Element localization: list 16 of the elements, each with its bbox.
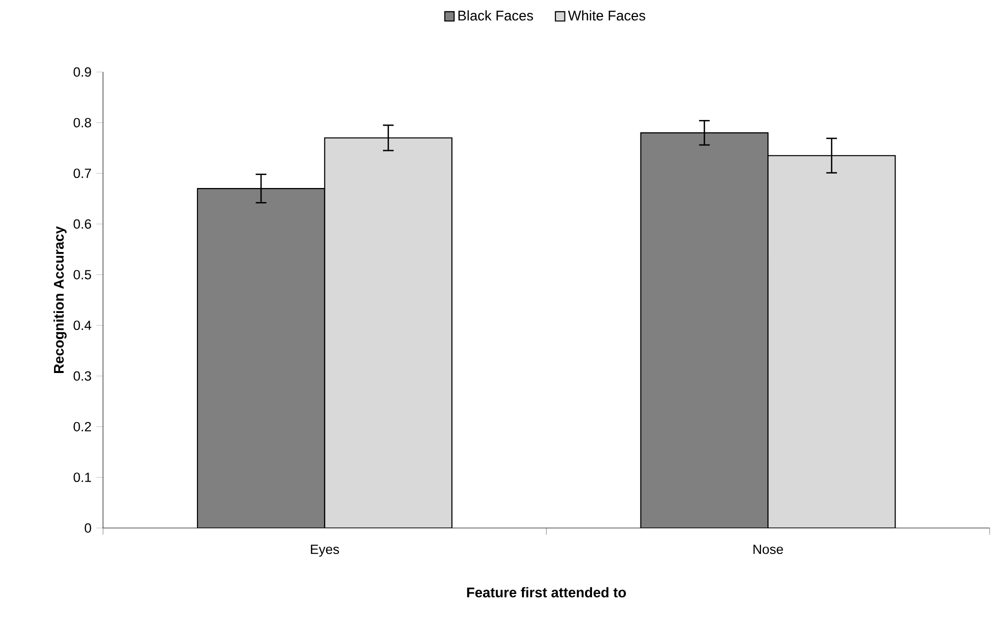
y-tick-label: 0.8 — [74, 118, 92, 128]
y-tick-label: 0.4 — [74, 320, 92, 330]
y-tick-label: 0.9 — [74, 67, 92, 77]
x-axis-title: Feature first attended to — [467, 587, 626, 598]
y-tick-label: 0.1 — [74, 472, 91, 482]
legend-label: Black Faces — [458, 10, 534, 21]
x-tick-label: Nose — [754, 544, 783, 554]
y-tick-label: 0.2 — [74, 422, 91, 432]
y-tick-label: 0 — [84, 523, 92, 533]
x-tick-label: Eyes — [310, 544, 340, 557]
y-tick-label: 0.3 — [74, 371, 92, 381]
y-axis-title: Recognition Accuracy — [54, 226, 67, 373]
y-tick-label: 0.6 — [74, 219, 92, 229]
y-tick-label: 0.7 — [74, 168, 91, 178]
legend-label: White Faces — [568, 10, 646, 21]
y-tick-label: 0.5 — [74, 270, 92, 280]
